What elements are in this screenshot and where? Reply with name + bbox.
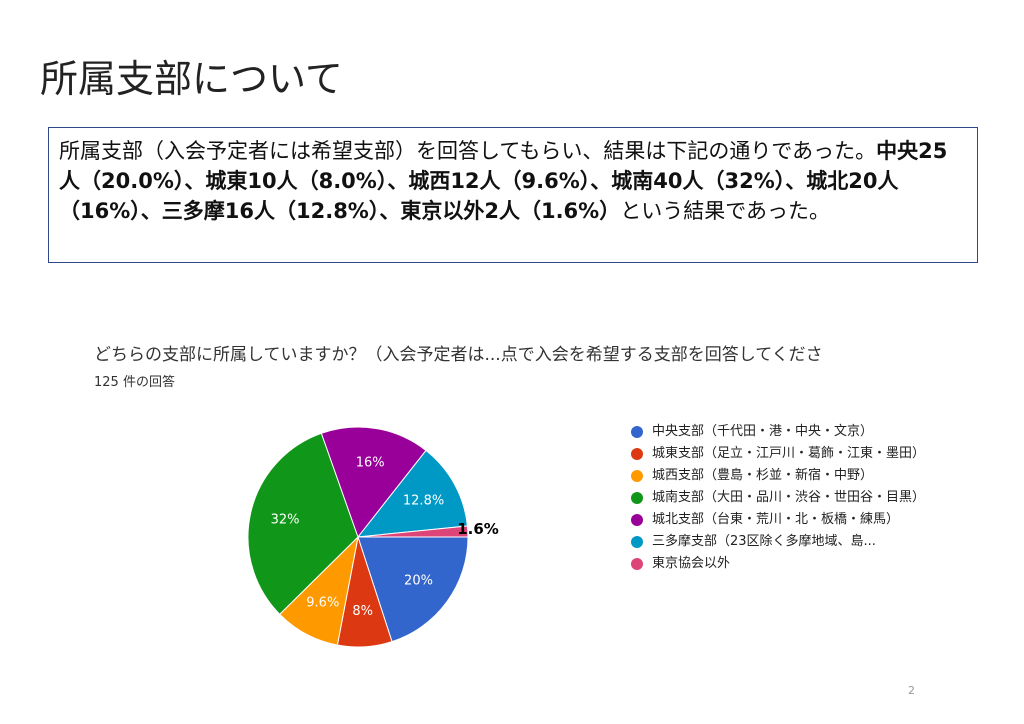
legend-label: 城西支部（豊島・杉並・新宿・中野） (652, 468, 874, 483)
legend-swatch (631, 558, 643, 570)
legend-swatch (631, 492, 643, 504)
description: 所属支部（入会予定者には希望支部）を回答してもらい、結果は下記の通りであった。中… (48, 127, 978, 263)
legend: 中央支部（千代田・港・中央・文京） 城東支部（足立・江戸川・葛飾・江東・墨田） 城西… (628, 422, 926, 576)
description-text: 中央25人（20.0%）、城東10人（8.0%）、城西12人（9.6%）、城南4… (59, 139, 948, 223)
data-label: 8% (352, 604, 373, 619)
legend-swatch (631, 426, 643, 438)
legend-label: 中央支部（千代田・港・中央・文京） (652, 424, 874, 439)
pie-slice (357, 525, 469, 538)
chart-title: どちらの支部に所属していますか？（入会予定者は...点で入会を希望する支部を回答… (94, 345, 823, 365)
legend-item: 中央支部（千代田・港・中央・文京） (628, 422, 923, 442)
legend-label: 城東支部（足立・江戸川・葛飾・江東・墨田） (652, 446, 926, 461)
legend-swatch (631, 470, 643, 482)
description-text: という結果であった。 (620, 199, 830, 223)
data-label: 16% (356, 456, 385, 471)
data-label: 32% (271, 513, 300, 528)
description-text: 所属支部（入会予定者には希望支部）を回答してもらい、結果は下記の通りであった。 (59, 139, 877, 163)
chart-subtitle: 125 件の回答 (94, 375, 175, 390)
pie-slice (320, 426, 427, 539)
legend-swatch (631, 448, 643, 460)
legend-item: 城北支部（台東・荒川・北・板橋・練馬） (628, 510, 923, 530)
legend-swatch (631, 536, 643, 548)
pie-slice (356, 449, 468, 538)
legend-label: 城南支部（大田・品川・渋谷・世田谷・目黒） (652, 490, 926, 505)
legend-label: 城北支部（台東・荒川・北・板橋・練馬） (652, 512, 900, 527)
legend-item: 城東支部（足立・江戸川・葛飾・江東・墨田） (628, 444, 926, 464)
data-label: 9.6% (306, 595, 339, 610)
legend-label: 東京協会以外 (652, 556, 731, 571)
legend-item: 城南支部（大田・品川・渋谷・世田谷・目黒） (628, 488, 926, 508)
legend-item: 城西支部（豊島・杉並・新宿・中野） (628, 466, 923, 486)
data-label: 20% (404, 573, 433, 588)
legend-swatch (631, 514, 643, 526)
data-label: 12.8% (403, 493, 444, 508)
legend-label: 三多摩支部（23区除く多摩地域、島... (652, 534, 876, 549)
pie-slice (357, 536, 469, 643)
pie-slice (247, 432, 359, 615)
legend-item: 三多摩支部（23区除く多摩地域、島... (628, 532, 923, 552)
legend-item: 東京協会以外 (628, 554, 923, 574)
slide-title: 所属支部について (40, 57, 343, 101)
page-number: 2 (908, 684, 915, 697)
data-label: 1.6% (457, 520, 499, 538)
